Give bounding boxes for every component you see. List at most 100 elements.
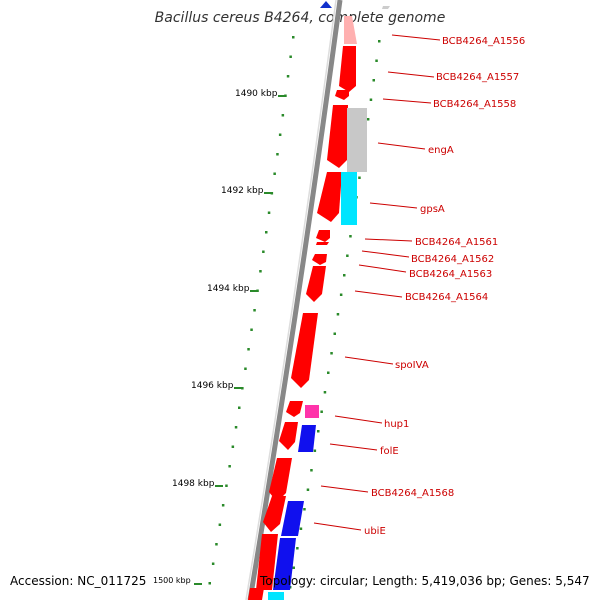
cds-hup1-inner xyxy=(305,405,319,418)
ring-dot xyxy=(281,114,285,117)
ring-dot xyxy=(292,566,295,569)
genome-backbone-highlight xyxy=(245,0,337,600)
scale-label-1498: 1498 kbp xyxy=(172,479,215,489)
outer-scale-ring xyxy=(208,36,295,585)
ring-dot xyxy=(333,332,336,335)
leader-a1562 xyxy=(361,250,410,258)
scale-label-1490: 1490 kbp xyxy=(235,89,278,99)
ring-dot xyxy=(265,231,268,234)
ring-dot xyxy=(330,352,333,355)
ring-dot xyxy=(358,176,361,179)
gene-label-a1564: BCB4264_A1564 xyxy=(405,292,488,303)
ring-dot xyxy=(208,582,211,585)
origin-marker xyxy=(320,1,332,8)
scale-label-1492: 1492 kbp xyxy=(221,186,264,196)
cds-a1564 xyxy=(306,266,326,302)
cds-a1568 xyxy=(269,458,292,502)
gene-label-a1556: BCB4264_A1556 xyxy=(442,36,525,47)
scale-labels: 1490 kbp 1492 kbp 1494 kbp 1496 kbp 1498… xyxy=(153,89,286,585)
cds-ubiE xyxy=(263,496,286,532)
ring-dot xyxy=(303,508,306,511)
leader-a1568 xyxy=(320,485,369,493)
ring-dot xyxy=(211,562,215,565)
cds-a1557 xyxy=(339,46,356,92)
map-title: Bacillus cereus B4264, complete genome xyxy=(154,10,446,26)
gene-label-folE: folE xyxy=(380,446,399,457)
leader-ubiE xyxy=(313,522,362,531)
cds-gpsA xyxy=(341,172,357,225)
genome-backbone xyxy=(247,0,343,600)
ring-dot xyxy=(238,406,241,409)
ring-dot xyxy=(221,504,225,507)
gene-label-a1557: BCB4264_A1557 xyxy=(436,72,519,83)
ring-dot xyxy=(369,98,373,101)
leader-hup1 xyxy=(334,415,383,424)
cds-ubiE-inner xyxy=(281,501,304,536)
ring-dot xyxy=(310,469,313,472)
scale-label-1500: 1500 kbp xyxy=(153,576,191,585)
cds-a1562 xyxy=(316,242,329,245)
leader-gpsA xyxy=(369,202,418,209)
reverse-strand-features xyxy=(268,108,367,600)
ring-dot xyxy=(250,328,253,331)
ring-dot xyxy=(278,133,282,136)
ring-dot xyxy=(218,523,222,526)
cds-folE-inner xyxy=(298,425,316,452)
ring-dot xyxy=(339,293,343,296)
leader-spoIVA xyxy=(344,356,394,365)
ring-dot xyxy=(323,391,327,394)
cds-pre-eng xyxy=(327,105,348,168)
ring-dot xyxy=(241,387,244,390)
gene-label-a1558: BCB4264_A1558 xyxy=(433,99,516,110)
cds-a1561 xyxy=(316,230,330,242)
ring-dot xyxy=(234,426,238,429)
ring-dot xyxy=(366,118,370,121)
ring-dot xyxy=(292,36,295,39)
gene-label-a1568: BCB4264_A1568 xyxy=(371,488,454,499)
ring-dot xyxy=(320,410,323,413)
gene-labels: BCB4264_A1556 BCB4264_A1557 BCB4264_A155… xyxy=(313,34,525,537)
leader-a1558 xyxy=(382,98,432,104)
gene-label-a1561: BCB4264_A1561 xyxy=(415,237,498,248)
gene-label-spoIVA: spoIVA xyxy=(395,360,429,371)
accession-text: Accession: NC_011725 xyxy=(10,574,147,588)
ring-dot xyxy=(372,79,375,82)
ring-dot xyxy=(286,75,290,78)
ring-dot xyxy=(313,449,317,452)
ring-dot xyxy=(375,59,378,62)
leader-engA xyxy=(377,142,426,150)
ring-dot xyxy=(378,40,381,43)
ring-dot xyxy=(273,172,276,175)
gene-label-a1563: BCB4264_A1563 xyxy=(409,269,492,280)
gene-label-ubiE: ubiE xyxy=(364,526,386,537)
ring-dot xyxy=(244,367,247,370)
ring-dot xyxy=(225,484,228,487)
ring-dot xyxy=(306,488,310,491)
gene-label-gpsA: gpsA xyxy=(420,204,445,215)
ring-dot xyxy=(267,211,271,214)
cds-bottom xyxy=(256,534,278,590)
ring-dot xyxy=(299,527,303,530)
leader-a1563 xyxy=(358,264,407,273)
cds-folE xyxy=(279,422,298,450)
ring-dot xyxy=(296,547,299,550)
ring-dot xyxy=(228,465,231,468)
ring-dot xyxy=(259,270,262,273)
cds-engA xyxy=(347,108,367,172)
ring-dot xyxy=(253,309,256,312)
scale-label-1494: 1494 kbp xyxy=(207,284,250,294)
ring-dot xyxy=(317,430,320,433)
cds-hup1 xyxy=(286,401,303,417)
topology-text: Topology: circular; Length: 5,419,036 bp… xyxy=(260,574,590,588)
ring-dot xyxy=(215,543,218,546)
cds-a1558 xyxy=(335,90,349,100)
cds-spoIVA xyxy=(291,313,318,388)
ring-dot xyxy=(343,274,346,277)
scale-label-1496: 1496 kbp xyxy=(191,381,234,391)
leader-a1564 xyxy=(354,290,403,298)
leader-a1557 xyxy=(387,71,435,78)
cds-post-eng xyxy=(317,172,342,222)
ring-dot xyxy=(247,348,250,351)
leader-a1556 xyxy=(391,34,441,41)
